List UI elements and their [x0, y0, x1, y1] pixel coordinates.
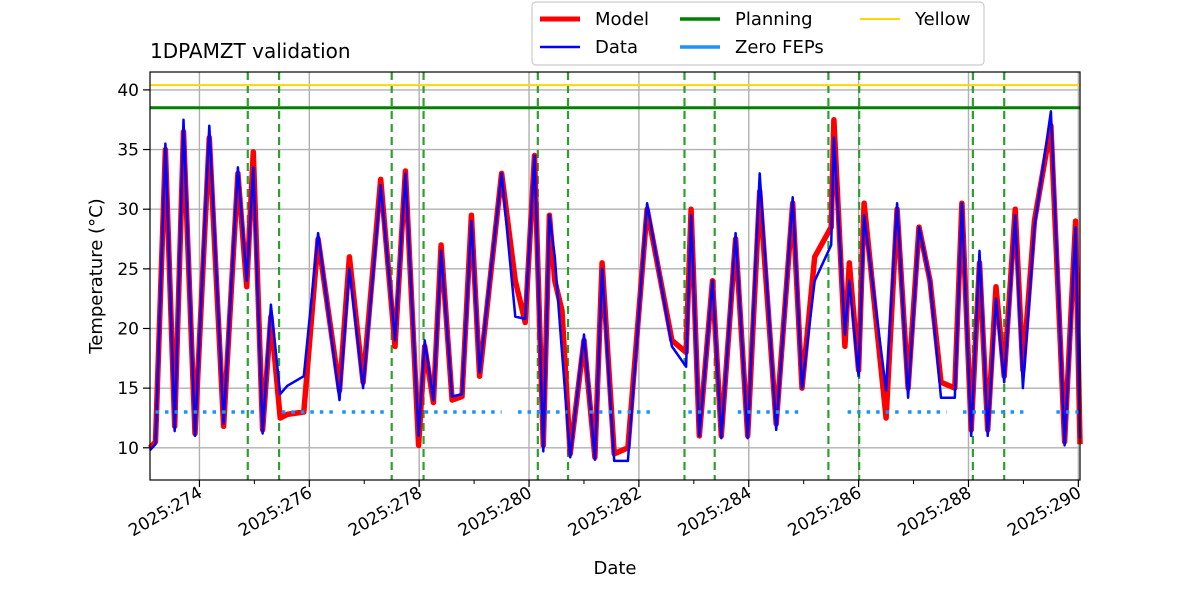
legend-box — [531, 1, 985, 66]
x-tick-label: 2025:284 — [675, 483, 756, 541]
y-tick-label: 25 — [117, 260, 139, 280]
y-axis: 10 15 20 25 30 35 40 — [117, 81, 150, 459]
x-tick-label: 2025:290 — [1004, 483, 1085, 541]
y-tick-label: 15 — [117, 379, 139, 399]
x-tick-label: 2025:280 — [455, 483, 536, 541]
x-tick-label: 2025:286 — [785, 483, 866, 541]
series-lines — [147, 110, 1083, 463]
chart-title: 1DPAMZT validation — [150, 39, 351, 63]
x-tick-label: 2025:274 — [125, 483, 206, 541]
x-tick-label: 2025:278 — [345, 483, 426, 541]
legend-label-zero_feps: Zero FEPs — [735, 37, 824, 58]
series-data-line — [149, 110, 1082, 463]
x-axis: 2025:274 2025:276 2025:278 2025:280 2025:282… — [125, 480, 1085, 541]
x-tick-label: 2025:282 — [565, 483, 646, 541]
legend-label-data: Data — [595, 37, 638, 58]
limit-lines — [150, 84, 1080, 110]
legend-label-yellow: Yellow — [914, 9, 970, 30]
plot-frame — [149, 71, 1081, 481]
x-tick-label: 2025:276 — [235, 483, 316, 541]
series-model-line — [147, 116, 1083, 461]
x-tick-label: 2025:288 — [894, 483, 975, 541]
y-tick-label: 30 — [117, 200, 139, 220]
grid-lines — [150, 72, 1080, 480]
event-lines — [246, 72, 1006, 480]
y-tick-label: 35 — [117, 141, 139, 161]
legend: Model Data Planning Zero FEPs Yellow — [531, 1, 985, 66]
legend-label-planning: Planning — [735, 9, 813, 30]
y-tick-label: 20 — [117, 319, 139, 339]
x-axis-title: Date — [593, 558, 636, 579]
legend-label-model: Model — [595, 9, 649, 30]
y-tick-label: 10 — [117, 439, 139, 459]
y-axis-title: Temperature (°C) — [86, 198, 107, 354]
y-tick-label: 40 — [117, 81, 139, 101]
